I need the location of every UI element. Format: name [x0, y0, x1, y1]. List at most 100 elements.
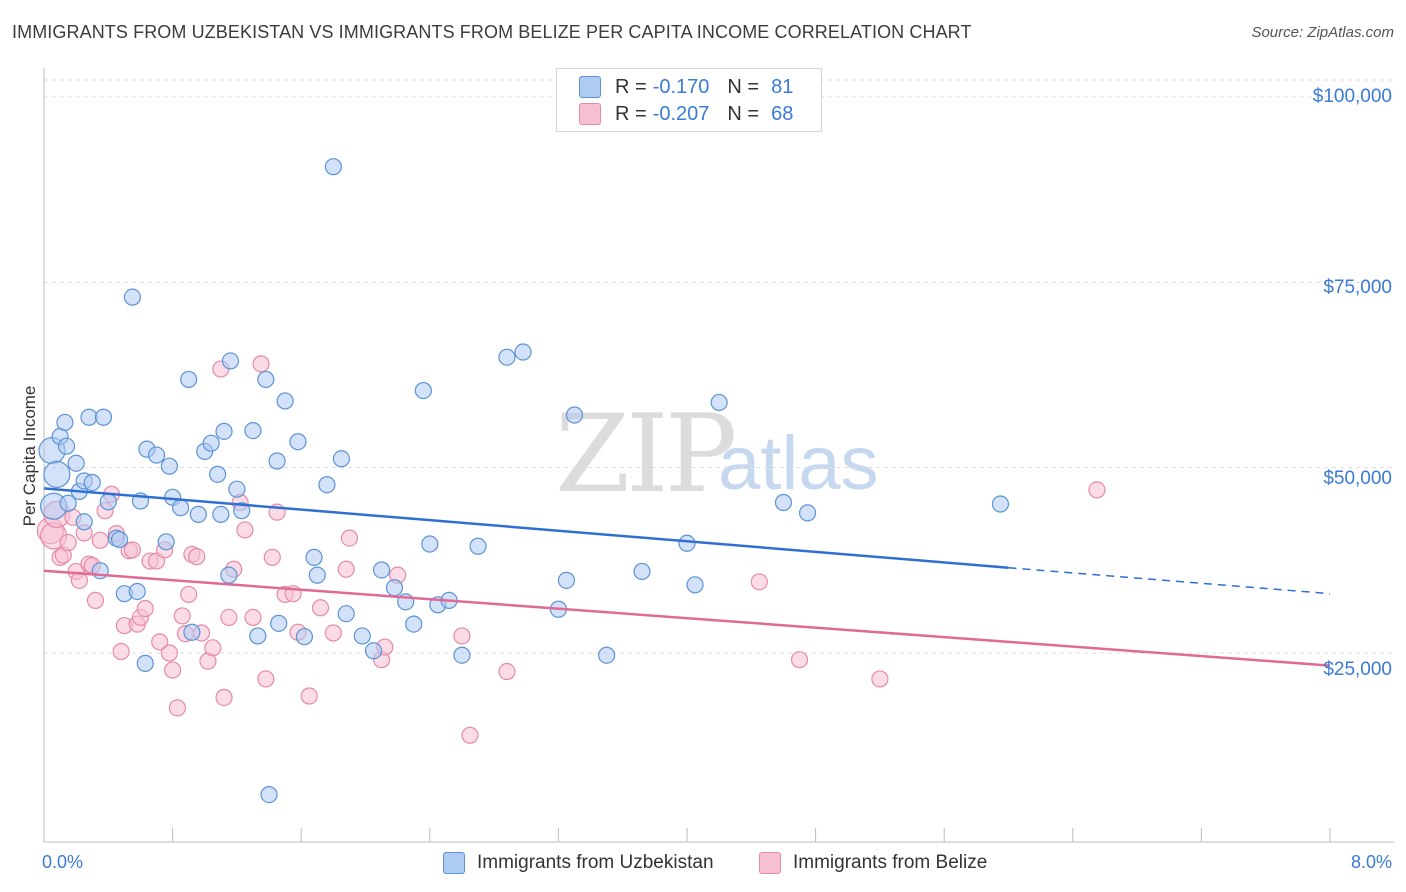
- n-value: 68: [771, 102, 794, 125]
- watermark-atlas: atlas: [718, 421, 879, 506]
- y-tick-25000: $25,000: [1323, 659, 1392, 680]
- point-uzbekistan-45: [305, 548, 323, 566]
- r-label: R =: [615, 75, 647, 98]
- point-uzbekistan-21: [157, 533, 175, 551]
- point-belize-13: [91, 531, 109, 549]
- belize-trend-line: [43, 569, 1331, 667]
- belize-legend-label: Immigrants from Belize: [793, 852, 988, 873]
- n-label: N =: [727, 75, 760, 98]
- point-uzbekistan-1: [43, 460, 71, 488]
- r-value: -0.207: [652, 102, 710, 125]
- point-belize-53: [324, 624, 342, 642]
- point-uzbekistan-35: [228, 480, 246, 498]
- legend-item-uzbekistan: Immigrants from Uzbekistan: [443, 852, 714, 874]
- y-axis-label: Per Capita Income: [20, 385, 39, 527]
- point-uzbekistan-70: [678, 534, 696, 552]
- uzbekistan-swatch: [579, 76, 601, 98]
- point-uzbekistan-41: [270, 614, 288, 632]
- point-uzbekistan-77: [110, 530, 129, 549]
- point-belize-44: [244, 608, 262, 627]
- point-uzbekistan-18: [123, 288, 142, 306]
- x-tick-min: 0.0%: [42, 852, 84, 872]
- point-belize-60: [461, 726, 479, 744]
- point-belize-55: [340, 529, 359, 547]
- point-uzbekistan-20: [147, 446, 166, 464]
- x-tick-max: 8.0%: [1350, 852, 1392, 872]
- point-uzbekistan-9: [80, 408, 98, 426]
- point-belize-59: [453, 627, 471, 645]
- point-uzbekistan-30: [209, 465, 227, 483]
- point-uzbekistan-69: [633, 562, 651, 581]
- legend-row-belize: R = -0.207 N = 68: [579, 100, 793, 128]
- n-value: 81: [771, 75, 794, 98]
- point-uzbekistan-11: [99, 493, 117, 511]
- point-belize-63: [790, 651, 809, 669]
- point-uzbekistan-4: [56, 413, 74, 432]
- r-label: R =: [615, 102, 647, 125]
- point-uzbekistan-52: [364, 642, 383, 660]
- point-belize-30: [168, 699, 187, 717]
- point-uzbekistan-5: [57, 437, 76, 455]
- point-uzbekistan-16: [128, 582, 146, 601]
- point-uzbekistan-74: [798, 504, 817, 522]
- point-uzbekistan-53: [372, 561, 391, 579]
- watermark-zip: ZIP: [555, 392, 737, 517]
- point-uzbekistan-23: [160, 457, 178, 475]
- point-uzbekistan-42: [276, 392, 294, 410]
- source-label: Source: ZipAtlas.com: [1251, 24, 1394, 41]
- point-uzbekistan-36: [233, 502, 251, 520]
- point-uzbekistan-71: [686, 576, 704, 594]
- point-belize-12: [86, 591, 105, 609]
- point-uzbekistan-26: [183, 623, 201, 641]
- point-belize-43: [236, 521, 254, 539]
- uzbekistan-legend-swatch: [443, 852, 465, 874]
- belize-swatch: [579, 103, 601, 125]
- point-belize-29: [164, 661, 182, 679]
- point-belize-20: [123, 541, 142, 559]
- point-uzbekistan-44: [295, 628, 314, 646]
- point-uzbekistan-25: [180, 370, 198, 389]
- point-belize-47: [263, 548, 281, 566]
- grid-lines: [44, 79, 1394, 654]
- uzbekistan-trend-line: [43, 487, 1009, 569]
- y-tick-50000: $50,000: [1323, 468, 1392, 489]
- point-uzbekistan-40: [268, 452, 286, 470]
- point-uzbekistan-29: [202, 434, 220, 452]
- point-uzbekistan-66: [557, 571, 576, 589]
- point-uzbekistan-37: [244, 422, 262, 440]
- r-value: -0.170: [652, 75, 710, 98]
- point-belize-17: [112, 642, 130, 661]
- point-uzbekistan-49: [332, 450, 350, 468]
- point-uzbekistan-31: [212, 505, 230, 523]
- point-belize-62: [750, 573, 768, 591]
- point-uzbekistan-38: [249, 627, 267, 645]
- point-belize-23: [136, 599, 154, 618]
- point-uzbekistan-63: [498, 348, 516, 366]
- point-uzbekistan-75: [991, 495, 1010, 513]
- point-belize-54: [337, 560, 355, 578]
- point-belize-39: [215, 688, 233, 707]
- n-label: N =: [727, 102, 760, 125]
- point-uzbekistan-6: [67, 454, 85, 472]
- point-uzbekistan-48: [324, 158, 342, 176]
- legend-row-uzbekistan: R = -0.170 N = 81: [579, 73, 793, 101]
- y-tick-100000: $100,000: [1312, 86, 1392, 107]
- point-uzbekistan-51: [353, 627, 371, 645]
- belize-legend-swatch: [759, 852, 781, 874]
- point-uzbekistan-34: [221, 352, 240, 370]
- point-uzbekistan-67: [565, 406, 584, 424]
- point-uzbekistan-13: [83, 473, 101, 492]
- point-uzbekistan-27: [189, 505, 207, 523]
- point-uzbekistan-57: [414, 381, 432, 400]
- point-uzbekistan-46: [308, 566, 326, 584]
- point-belize-51: [300, 687, 318, 705]
- point-belize-34: [188, 548, 206, 566]
- point-belize-65: [1088, 481, 1106, 499]
- point-belize-5: [59, 533, 77, 552]
- point-uzbekistan-50: [337, 605, 355, 623]
- uzbekistan-legend-label: Immigrants from Uzbekistan: [477, 852, 714, 873]
- point-uzbekistan-58: [421, 535, 439, 553]
- point-belize-46: [257, 670, 275, 688]
- trend-lines: [43, 487, 1331, 667]
- point-belize-28: [160, 644, 178, 662]
